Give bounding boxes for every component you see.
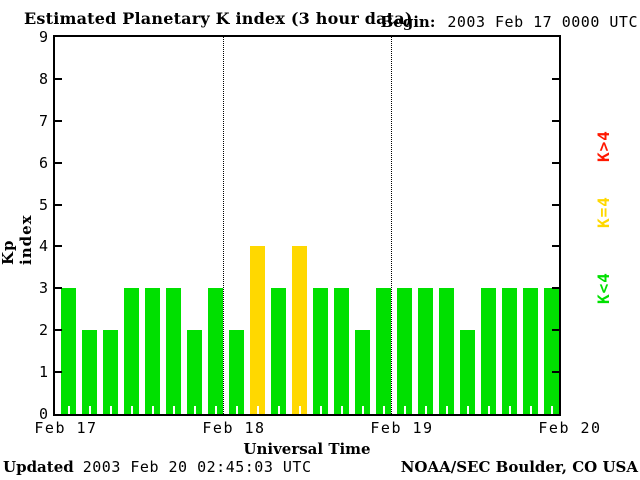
updated-row: Updated 2003 Feb 20 02:45:03 UTC [3,458,312,476]
updated-value: 2003 Feb 20 02:45:03 UTC [82,458,312,476]
kp-bar [355,330,370,414]
hour-tick [319,406,322,414]
kp-bar [502,288,517,414]
y-tick-label: 8 [38,69,48,88]
begin-value: 2003 Feb 17 0000 UTC [447,13,638,31]
legend-item: K<4 [593,272,613,304]
y-tick-label: 2 [38,321,48,340]
hour-tick [109,406,112,414]
y-axis-tick [55,77,62,80]
kp-bar [376,288,391,414]
kp-bar [124,288,139,414]
hour-tick [382,406,385,414]
kp-bar [481,288,496,414]
kp-bar [166,288,181,414]
hour-tick [424,406,427,414]
hour-tick [340,406,343,414]
y-axis-tick [55,245,62,248]
x-tick-label: Feb 20 [538,419,602,437]
legend-item: K=4 [593,196,613,228]
y-tick-label: 5 [38,195,48,214]
y-axis-tick [552,203,559,206]
hour-tick [193,406,196,414]
hour-tick [403,406,406,414]
x-tick-label: Feb 18 [202,419,266,437]
y-axis-tick [552,371,559,374]
hour-tick [361,406,364,414]
chart-title: Estimated Planetary K index (3 hour data… [24,9,413,28]
kp-bar [397,288,412,414]
updated-label: Updated [3,458,74,476]
y-tick-label: 6 [38,153,48,172]
hour-tick [88,406,91,414]
y-axis-tick [55,119,62,122]
plot-frame [53,35,561,416]
kp-bar [313,288,328,414]
y-tick-label: 3 [38,279,48,298]
x-tick-label: Feb 19 [370,419,434,437]
hour-tick [550,406,553,414]
y-tick-label: 7 [38,111,48,130]
y-axis-tick [55,287,62,290]
y-axis-tick [55,161,62,164]
begin-label: Begin: [380,13,436,31]
plot-area [55,37,559,414]
y-axis-tick [552,161,559,164]
kp-bar [250,246,265,414]
y-tick-label: 9 [38,28,48,46]
hour-tick [445,406,448,414]
y-tick-label: 1 [38,363,48,382]
hour-tick [214,406,217,414]
y-axis-tick [55,371,62,374]
hour-tick [277,406,280,414]
y-axis-tick [55,329,62,332]
kp-bar [61,288,76,414]
kp-bar [418,288,433,414]
hour-tick [235,406,238,414]
kp-bar [523,288,538,414]
y-axis-tick [552,287,559,290]
kp-bar [187,330,202,414]
kp-bar [334,288,349,414]
x-axis-title: Universal Time [243,440,371,458]
hour-tick [172,406,175,414]
hour-tick [529,406,532,414]
y-axis-tick [552,245,559,248]
kp-bar [460,330,475,414]
day-boundary-line [223,37,224,414]
day-boundary-line [391,37,392,414]
hour-tick [67,406,70,414]
y-axis-tick [552,77,559,80]
y-tick-label: 0 [38,405,48,423]
kp-bar [103,330,118,414]
kp-bar [145,288,160,414]
y-axis-tick [552,119,559,122]
x-tick-label: Feb 17 [34,419,98,437]
legend-item: K>4 [593,130,613,162]
hour-tick [487,406,490,414]
hour-tick [256,406,259,414]
hour-tick [298,406,301,414]
hour-tick [508,406,511,414]
y-axis-tick [55,203,62,206]
kp-bar [82,330,97,414]
credit-text: NOAA/SEC Boulder, CO USA [400,458,638,476]
hour-tick [151,406,154,414]
kp-bar [439,288,454,414]
hour-tick [466,406,469,414]
kp-bar [544,288,559,414]
begin-row: Begin: 2003 Feb 17 0000 UTC [381,13,638,31]
kp-bar [292,246,307,414]
kp-bar [229,330,244,414]
y-axis-tick [552,329,559,332]
y-tick-label: 4 [38,237,48,256]
kp-bar [271,288,286,414]
kp-bar [208,288,223,414]
hour-tick [130,406,133,414]
